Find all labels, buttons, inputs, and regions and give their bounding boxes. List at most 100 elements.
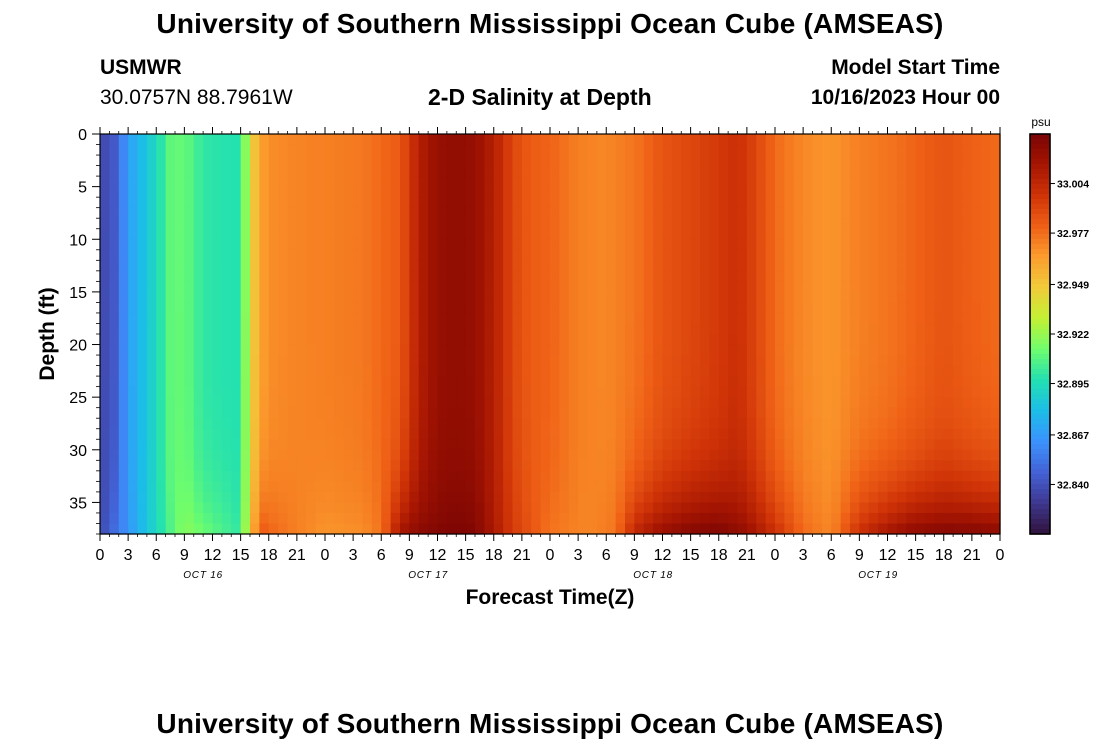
heatmap-cell	[400, 407, 410, 419]
heatmap-cell	[334, 449, 345, 461]
heatmap-cell	[568, 260, 579, 272]
heatmap-cell	[531, 407, 542, 419]
heatmap-cell	[784, 134, 795, 146]
heatmap-cell	[512, 491, 523, 504]
heatmap-cell	[306, 365, 317, 377]
heatmap-cell	[981, 218, 992, 230]
heatmap-cell	[343, 502, 354, 514]
heatmap-cell	[175, 239, 185, 251]
heatmap-cell	[746, 439, 757, 451]
heatmap-cell	[400, 512, 410, 525]
heatmap-cell	[550, 134, 560, 146]
heatmap-cell	[578, 365, 589, 377]
heatmap-cell	[118, 228, 129, 240]
heatmap-cell	[390, 134, 401, 146]
heatmap-cell	[203, 481, 214, 493]
heatmap-cell	[268, 481, 279, 493]
heatmap-cell	[953, 155, 964, 167]
heatmap-cell	[587, 218, 598, 230]
heatmap-cell	[100, 218, 110, 230]
heatmap-cell	[896, 165, 907, 177]
heatmap-cell	[371, 386, 382, 398]
heatmap-cell	[700, 365, 710, 377]
heatmap-cell	[540, 165, 551, 177]
heatmap-cell	[971, 355, 982, 367]
heatmap-cell	[662, 344, 673, 356]
heatmap-cell	[906, 165, 917, 177]
heatmap-cell	[550, 418, 560, 430]
heatmap-cell	[559, 165, 570, 177]
heatmap-cell	[943, 512, 954, 525]
y-tick-label: 10	[69, 232, 87, 249]
heatmap-cell	[503, 134, 514, 146]
heatmap-cell	[128, 144, 139, 156]
heatmap-cell	[634, 291, 645, 304]
heatmap-cell	[812, 449, 823, 461]
heatmap-cell	[118, 460, 129, 472]
heatmap-cell	[690, 165, 701, 177]
heatmap-cell	[128, 270, 139, 282]
heatmap-cell	[756, 165, 767, 177]
heatmap-cell	[175, 134, 185, 146]
heatmap-cell	[596, 397, 607, 409]
heatmap-cell	[971, 439, 982, 451]
heatmap-cell	[390, 449, 401, 461]
heatmap-cell	[653, 249, 664, 261]
heatmap-cell	[578, 386, 589, 398]
heatmap-cell	[962, 449, 973, 461]
heatmap-cell	[371, 228, 382, 240]
heatmap-cell	[503, 291, 514, 304]
heatmap-cell	[990, 249, 1001, 261]
heatmap-cell	[137, 470, 148, 482]
heatmap-cell	[418, 344, 429, 356]
heatmap-cell	[343, 418, 354, 430]
heatmap-cell	[737, 176, 748, 188]
heatmap-cell	[100, 334, 110, 346]
heatmap-cell	[962, 355, 973, 367]
heatmap-cell	[662, 239, 673, 251]
heatmap-cell	[840, 344, 851, 356]
heatmap-cell	[296, 312, 307, 325]
heatmap-cell	[540, 291, 551, 304]
heatmap-cell	[156, 481, 167, 493]
heatmap-cell	[100, 239, 110, 251]
heatmap-cell	[906, 249, 917, 261]
heatmap-cell	[156, 449, 167, 461]
heatmap-cell	[700, 176, 710, 188]
heatmap-cell	[812, 428, 823, 440]
heatmap-cell	[456, 291, 467, 304]
colorbar-segment	[1030, 224, 1050, 230]
heatmap-cell	[278, 481, 289, 493]
heatmap-cell	[381, 270, 392, 282]
heatmap-cell	[625, 270, 635, 282]
heatmap-cell	[915, 176, 926, 188]
heatmap-cell	[503, 355, 514, 367]
heatmap-cell	[887, 376, 898, 388]
heatmap-cell	[700, 291, 710, 304]
heatmap-cell	[775, 270, 785, 282]
heatmap-cell	[803, 491, 814, 504]
heatmap-cell	[746, 291, 757, 304]
heatmap-cell	[568, 197, 579, 209]
heatmap-cell	[465, 523, 476, 535]
heatmap-cell	[990, 228, 1001, 240]
heatmap-cell	[850, 218, 860, 230]
heatmap-cell	[109, 355, 120, 367]
heatmap-cell	[962, 249, 973, 261]
heatmap-cell	[465, 186, 476, 198]
heatmap-cell	[193, 481, 204, 493]
heatmap-cell	[906, 365, 917, 377]
heatmap-cell	[250, 239, 260, 251]
heatmap-cell	[878, 355, 889, 367]
heatmap-cell	[465, 334, 476, 346]
heatmap-cell	[887, 260, 898, 272]
heatmap-cell	[409, 249, 420, 261]
x-tick-label: 18	[260, 547, 278, 564]
heatmap-cell	[737, 270, 748, 282]
heatmap-cell	[587, 186, 598, 198]
heatmap-cell	[990, 449, 1001, 461]
heatmap-cell	[606, 355, 617, 367]
heatmap-cell	[943, 239, 954, 251]
colorbar-segment	[1030, 359, 1050, 365]
heatmap-cell	[615, 281, 626, 293]
